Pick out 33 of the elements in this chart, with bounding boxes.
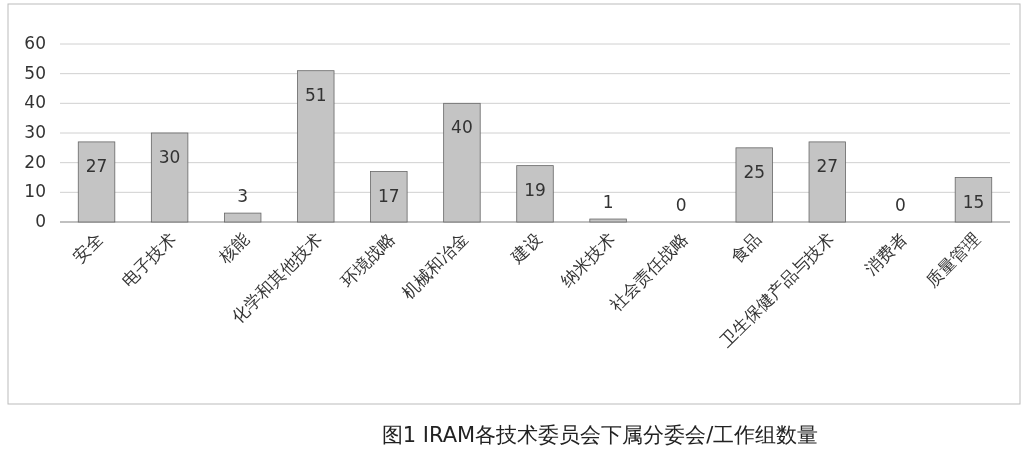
bar	[589, 218, 627, 223]
y-tick-label: 10	[24, 181, 46, 202]
y-tick-label: 0	[35, 211, 46, 231]
text: 图1 IRAM各技术委员会下属分委会/工作组数量	[381, 423, 819, 447]
x-tick-label: 电子技术	[117, 228, 180, 291]
data-label: 27	[85, 155, 108, 176]
x-tick-label: 消费者	[860, 228, 911, 279]
y-tick-label: 20	[24, 151, 46, 172]
bar	[224, 212, 262, 223]
x-tick-label: 食品	[726, 228, 765, 267]
x-tick-label: 质量管理	[921, 228, 984, 291]
data-label: 40	[451, 117, 473, 138]
x-tick-label: 建设	[506, 228, 546, 268]
data-label: 3	[237, 186, 249, 207]
data-label: 17	[378, 185, 400, 206]
y-tick-label: 60	[24, 33, 46, 53]
data-label: 1	[602, 192, 614, 213]
x-tick-label: 环境战略	[336, 228, 400, 291]
y-tick-label: 50	[24, 62, 46, 83]
x-tick-label: 机械和冶金	[398, 228, 473, 303]
y-tick-label: 30	[24, 122, 46, 142]
data-label: 51	[304, 84, 327, 105]
x-tick-label: 安全	[68, 228, 107, 267]
data-label: 27	[816, 155, 839, 176]
x-tick-label: 纳米技术	[556, 228, 619, 291]
data-label: 25	[743, 161, 766, 182]
data-label: 0	[894, 195, 906, 215]
x-tick-label: 核能	[214, 228, 254, 268]
data-label: 15	[962, 191, 985, 212]
y-tick-label: 40	[24, 92, 46, 113]
data-label: 30	[158, 147, 181, 167]
data-label: 19	[524, 179, 546, 200]
data-label: 0	[675, 195, 687, 215]
